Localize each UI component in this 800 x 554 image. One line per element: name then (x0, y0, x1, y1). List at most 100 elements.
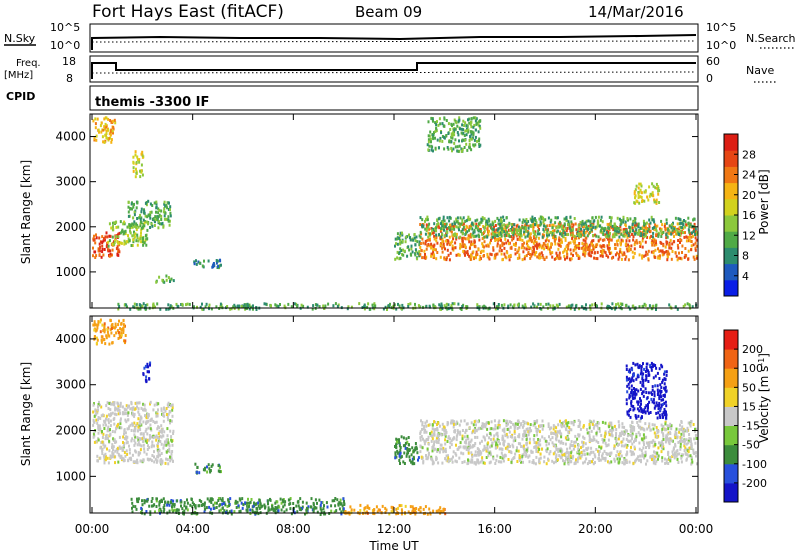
freq-trace (91, 62, 696, 79)
nsky-panel: N.Sky 10^5 10^0 10^5 10^0 N.Search (4, 21, 796, 53)
scatter-region (107, 220, 150, 248)
nsky-tick-bottom: 10^0 (50, 39, 80, 52)
y-tick-label: 3000 (55, 175, 86, 189)
y-tick-label: 4000 (55, 130, 86, 144)
scatter-region (92, 318, 127, 346)
scatter-region (142, 361, 152, 384)
nsky-trace (91, 34, 697, 50)
colorbar-swatch (724, 198, 738, 216)
scatter-region (426, 116, 482, 153)
nsearch-tick-bottom: 10^0 (706, 39, 736, 52)
x-tick-label: 16:00 (477, 522, 512, 536)
colorbar-tick: -15 (742, 420, 760, 433)
velocity-data (92, 318, 698, 516)
y-tick-label: 3000 (55, 378, 86, 392)
y-tick-label: 1000 (55, 469, 86, 483)
nsearch-tick-top: 10^5 (706, 21, 736, 34)
cpid-panel: CPID themis -3300 IF (6, 85, 699, 111)
velocity-panel: 4000 3000 2000 1000 Slant Range [km] 200 100… (19, 315, 771, 516)
scatter-region (92, 231, 121, 259)
scatter-region (132, 150, 145, 179)
power-ylabel: Slant Range [km] (19, 160, 33, 264)
velocity-ylabel: Slant Range [km] (19, 362, 33, 466)
colorbar-tick: 200 (742, 343, 763, 356)
scatter-region (117, 302, 698, 311)
freq-label: Freq. (16, 58, 41, 69)
beam-label: Beam 09 (355, 3, 422, 21)
colorbar-swatch (724, 368, 738, 388)
scatter-region (130, 497, 346, 516)
scatter-region (419, 215, 698, 239)
x-tick-label: 00:00 (679, 522, 714, 536)
colorbar-swatch (724, 279, 738, 297)
freq-panel: Freq. [MHz] 18 8 60 0 Nave (4, 55, 778, 85)
colorbar-swatch (724, 150, 738, 167)
cpid-label: CPID (6, 90, 35, 103)
scatter-region (155, 274, 175, 284)
x-axis: 00:00 04:00 08:00 12:00 16:00 20:00 00:00 (75, 114, 714, 536)
nsearch-trace (91, 40, 697, 43)
y-tick-label: 4000 (55, 332, 86, 346)
nave-tick-top: 60 (706, 55, 720, 68)
colorbar-tick: 8 (742, 250, 749, 263)
colorbar-tick: -50 (742, 439, 760, 452)
colorbar-tick: -100 (742, 458, 767, 471)
scatter-region (394, 435, 420, 466)
y-tick-label: 1000 (55, 265, 86, 279)
colorbar-swatch (724, 134, 738, 151)
station-title: Fort Hays East (fitACF) (92, 2, 284, 22)
velocity-colorbar-label: Velocity [m s-1] (757, 353, 771, 443)
colorbar-swatch (724, 482, 738, 503)
power-colorbar-label: Power [dB] (757, 169, 771, 234)
scatter-region (127, 199, 172, 230)
x-tick-label: 04:00 (175, 522, 210, 536)
scatter-region (343, 503, 447, 516)
x-axis-label: Time UT (368, 539, 419, 553)
colorbar-tick: 28 (742, 148, 756, 161)
colorbar-tick: 16 (742, 209, 756, 222)
scatter-region (625, 361, 668, 420)
nsky-tick-top: 10^5 (50, 21, 80, 34)
cpid-text: themis -3300 IF (95, 95, 209, 110)
colorbar-swatch (724, 182, 738, 200)
scatter-region (194, 462, 222, 475)
scatter-region (92, 400, 175, 466)
date-label: 14/Mar/2016 (588, 3, 684, 21)
freq-unit: [MHz] (4, 70, 33, 81)
scatter-region (394, 231, 421, 261)
y-tick-label: 2000 (55, 220, 86, 234)
nsearch-label: N.Search (746, 32, 796, 45)
x-tick-label: 00:00 (75, 522, 110, 536)
y-tick-label: 2000 (55, 424, 86, 438)
freq-tick-top: 18 (62, 55, 76, 68)
colorbar-tick: 100 (742, 362, 763, 375)
colorbar-swatch (724, 425, 738, 446)
x-tick-label: 08:00 (276, 522, 311, 536)
colorbar-tick: -200 (742, 477, 767, 490)
scatter-region (633, 182, 661, 205)
nave-trace (91, 71, 697, 74)
colorbar-tick: 24 (742, 169, 756, 182)
colorbar-tick: 15 (742, 400, 756, 413)
colorbar-swatch (724, 406, 738, 426)
colorbar-swatch (724, 444, 738, 465)
scatter-region (193, 258, 222, 270)
colorbar-swatch (724, 349, 738, 369)
colorbar-swatch (724, 166, 738, 184)
x-tick-label: 20:00 (578, 522, 613, 536)
colorbar-tick: 20 (742, 189, 756, 202)
colorbar-swatch (724, 330, 738, 350)
colorbar-tick: 4 (742, 270, 749, 283)
colorbar-tick: 50 (742, 381, 756, 394)
colorbar-swatch (724, 231, 738, 248)
colorbar-swatch (724, 463, 738, 484)
freq-tick-bottom: 8 (66, 72, 73, 85)
power-panel: 4000 3000 2000 1000 Slant Range [km] 28 24 20… (19, 113, 771, 311)
scatter-region (419, 419, 698, 466)
colorbar-swatch (724, 263, 738, 281)
nave-label: Nave (746, 64, 774, 77)
x-tick-label: 12:00 (377, 522, 412, 536)
power-data (92, 116, 698, 311)
nsky-label: N.Sky (4, 32, 36, 45)
